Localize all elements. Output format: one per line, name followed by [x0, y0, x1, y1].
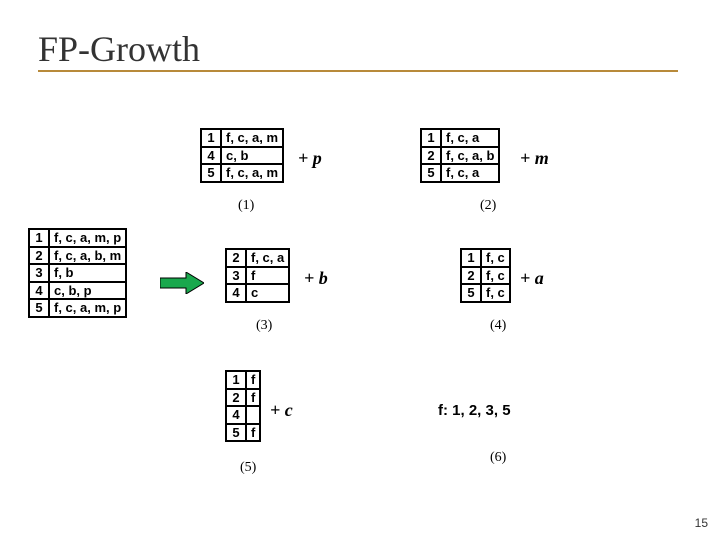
row-index: 5 [29, 299, 49, 317]
row-items: f [246, 389, 260, 407]
table-row: 4c [226, 284, 289, 302]
row-items: f [246, 424, 260, 442]
row-index: 1 [421, 129, 441, 147]
table-row: 4c, b [201, 147, 283, 165]
row-items: f, c, a, m, p [49, 229, 126, 247]
row-index: 4 [201, 147, 221, 165]
row-index: 1 [226, 371, 246, 389]
row-items: f, c, a, b, m [49, 247, 126, 265]
suffix-m: + m [520, 148, 549, 169]
row-items: f, c, a [246, 249, 289, 267]
row-index: 3 [226, 267, 246, 285]
row-index: 1 [201, 129, 221, 147]
row-items: f, c [481, 267, 510, 285]
table-row: 1f, c, a [421, 129, 499, 147]
row-items: f, c, a [441, 129, 499, 147]
row-index: 5 [421, 164, 441, 182]
table-t5: 1f2f4 5f [225, 370, 261, 442]
row-items [246, 406, 260, 424]
table-row: 1f, c [461, 249, 510, 267]
row-items: f, c [481, 249, 510, 267]
row-items: f, c, a [441, 164, 499, 182]
row-index: 2 [226, 249, 246, 267]
table-row: 1f, c, a, m, p [29, 229, 126, 247]
row-items: c, b, p [49, 282, 126, 300]
row-index: 4 [226, 284, 246, 302]
row-index: 5 [226, 424, 246, 442]
row-index: 3 [29, 264, 49, 282]
table-row: 4c, b, p [29, 282, 126, 300]
page-number: 15 [695, 516, 708, 530]
caption-3: (3) [256, 318, 272, 334]
row-index: 4 [226, 406, 246, 424]
table-row: 4 [226, 406, 260, 424]
row-index: 2 [29, 247, 49, 265]
caption-5: (5) [240, 460, 256, 476]
row-index: 5 [461, 284, 481, 302]
row-items: f, c, a, m, p [49, 299, 126, 317]
table-row: 5f, c [461, 284, 510, 302]
table-row: 5f, c, a [421, 164, 499, 182]
table-row: 1f, c, a, m [201, 129, 283, 147]
frequency-note: f: 1, 2, 3, 5 [438, 402, 511, 419]
suffix-a: + a [520, 268, 544, 289]
row-items: f [246, 267, 289, 285]
row-index: 4 [29, 282, 49, 300]
suffix-b: + b [304, 268, 328, 289]
row-items: c [246, 284, 289, 302]
caption-1: (1) [238, 198, 254, 214]
row-index: 1 [29, 229, 49, 247]
row-index: 2 [226, 389, 246, 407]
caption-4: (4) [490, 318, 506, 334]
row-index: 1 [461, 249, 481, 267]
row-items: c, b [221, 147, 283, 165]
table-t4: 1f, c2f, c5f, c [460, 248, 511, 303]
arrow-icon [160, 272, 204, 294]
suffix-c: + c [270, 400, 293, 421]
row-index: 5 [201, 164, 221, 182]
table-row: 3f, b [29, 264, 126, 282]
table-row: 2f, c [461, 267, 510, 285]
table-row: 2f [226, 389, 260, 407]
row-items: f, c, a, m [221, 164, 283, 182]
table-t1: 1f, c, a, m4c, b5f, c, a, m [200, 128, 284, 183]
table-row: 2f, c, a, b [421, 147, 499, 165]
table-row: 2f, c, a [226, 249, 289, 267]
row-index: 2 [421, 147, 441, 165]
table-row: 5f, c, a, m, p [29, 299, 126, 317]
row-items: f, b [49, 264, 126, 282]
table-row: 1f [226, 371, 260, 389]
row-index: 2 [461, 267, 481, 285]
page-title: FP-Growth [38, 28, 678, 72]
table-row: 2f, c, a, b, m [29, 247, 126, 265]
table-t3: 2f, c, a3f4c [225, 248, 290, 303]
row-items: f, c, a, b [441, 147, 499, 165]
table-row: 5f [226, 424, 260, 442]
table-row: 5f, c, a, m [201, 164, 283, 182]
row-items: f, c, a, m [221, 129, 283, 147]
caption-2: (2) [480, 198, 496, 214]
row-items: f, c [481, 284, 510, 302]
table-main: 1f, c, a, m, p2f, c, a, b, m3f, b4c, b, … [28, 228, 127, 318]
table-row: 3f [226, 267, 289, 285]
row-items: f [246, 371, 260, 389]
caption-6: (6) [490, 450, 506, 466]
table-t2: 1f, c, a2f, c, a, b5f, c, a [420, 128, 500, 183]
suffix-p: + p [298, 148, 322, 169]
